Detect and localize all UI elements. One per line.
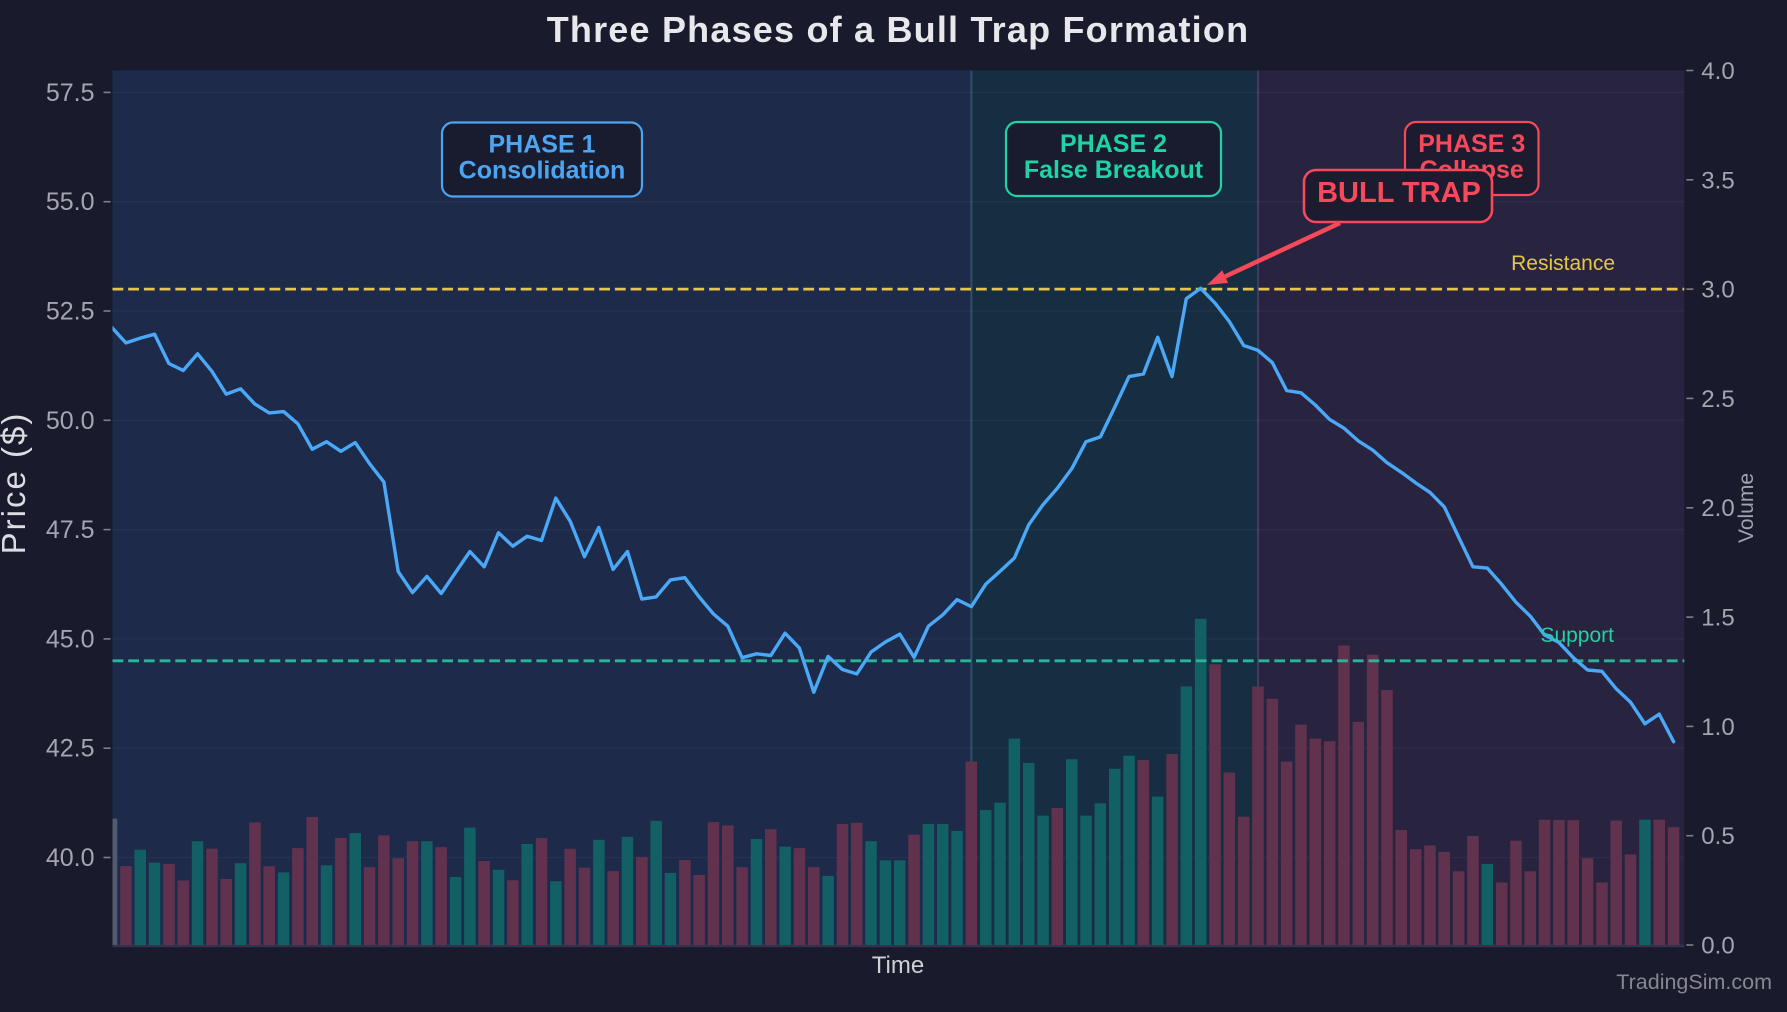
svg-text:Resistance: Resistance [1511,252,1615,275]
svg-text:PHASE 2: PHASE 2 [1060,130,1167,158]
svg-text:47.5: 47.5 [46,516,95,544]
svg-text:Volume: Volume [1735,473,1758,543]
svg-text:50.0: 50.0 [46,407,95,435]
svg-text:55.0: 55.0 [46,188,95,216]
svg-text:Support: Support [1540,624,1614,647]
svg-text:BULL TRAP: BULL TRAP [1317,177,1481,209]
svg-text:45.0: 45.0 [46,625,95,653]
svg-text:42.5: 42.5 [46,735,95,763]
svg-text:1.0: 1.0 [1701,714,1734,741]
svg-text:Consolidation: Consolidation [459,157,626,185]
svg-text:2.0: 2.0 [1701,495,1734,522]
svg-text:3.5: 3.5 [1701,167,1734,194]
svg-text:0.0: 0.0 [1701,933,1734,960]
svg-text:0.5: 0.5 [1701,823,1734,850]
svg-text:2.5: 2.5 [1701,386,1734,413]
svg-text:3.0: 3.0 [1701,277,1734,304]
svg-text:Time: Time [872,952,924,979]
svg-text:PHASE 3: PHASE 3 [1418,130,1525,158]
svg-text:PHASE 1: PHASE 1 [489,131,596,159]
svg-text:Three Phases of a Bull Trap Fo: Three Phases of a Bull Trap Formation [547,9,1250,50]
svg-text:4.0: 4.0 [1701,58,1734,85]
svg-text:Price ($): Price ($) [0,412,32,555]
svg-text:40.0: 40.0 [46,844,95,872]
svg-text:False Breakout: False Breakout [1024,156,1204,184]
svg-text:TradingSim.com: TradingSim.com [1616,970,1772,994]
svg-text:57.5: 57.5 [46,79,95,107]
svg-text:52.5: 52.5 [46,298,95,326]
svg-text:1.5: 1.5 [1701,605,1734,632]
